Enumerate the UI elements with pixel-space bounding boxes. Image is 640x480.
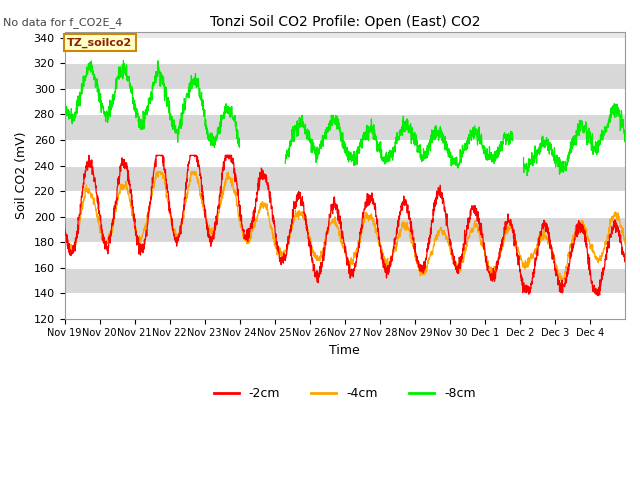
Bar	[65, 293, 625, 319]
Bar	[65, 191, 625, 216]
Bar	[65, 38, 625, 63]
Bar	[65, 216, 625, 242]
Legend: -2cm, -4cm, -8cm: -2cm, -4cm, -8cm	[209, 382, 481, 405]
Text: No data for f_CO2E_4: No data for f_CO2E_4	[3, 17, 122, 28]
Title: Tonzi Soil CO2 Profile: Open (East) CO2: Tonzi Soil CO2 Profile: Open (East) CO2	[209, 15, 480, 29]
Bar	[65, 242, 625, 267]
Bar	[65, 140, 625, 166]
Bar	[65, 166, 625, 191]
Bar	[65, 63, 625, 89]
Bar	[65, 89, 625, 115]
Text: TZ_soilco2: TZ_soilco2	[67, 37, 132, 48]
X-axis label: Time: Time	[330, 344, 360, 357]
Y-axis label: Soil CO2 (mV): Soil CO2 (mV)	[15, 132, 28, 219]
Bar	[65, 115, 625, 140]
Bar	[65, 267, 625, 293]
